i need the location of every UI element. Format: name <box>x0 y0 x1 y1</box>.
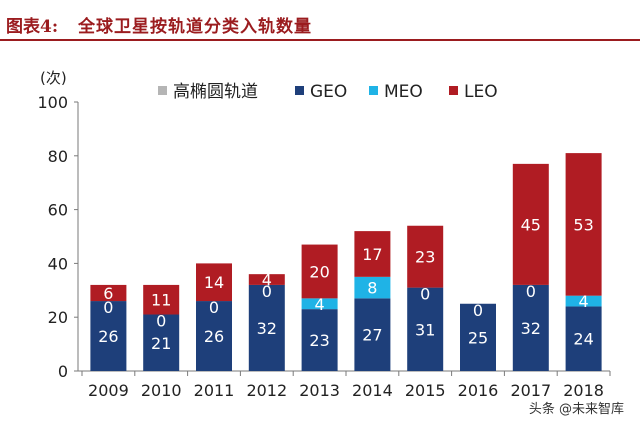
bar-segment-meo <box>354 276 391 299</box>
bar-segment-geo <box>565 306 602 371</box>
data-label-geo: 23 <box>309 331 329 350</box>
figure-header: 图表4: 全球卫星按轨道分类入轨数量 <box>0 0 640 41</box>
data-label-geo: 24 <box>573 330 593 349</box>
x-tick-label: 2014 <box>352 381 393 400</box>
legend-label-geo: GEO <box>310 82 347 102</box>
bar-segment-geo <box>354 298 391 371</box>
data-label-meo: 0 <box>262 282 272 301</box>
x-tick-label: 2011 <box>194 381 235 400</box>
figure-title: 全球卫星按轨道分类入轨数量 <box>78 17 312 37</box>
data-label-meo: 8 <box>367 279 377 298</box>
data-label-leo: 17 <box>362 245 382 264</box>
legend-swatch-leo <box>449 86 458 95</box>
bar-segment-geo <box>512 284 549 371</box>
legend-swatch-geo <box>295 86 304 95</box>
bar-segment-geo <box>196 301 232 371</box>
y-tick-label: 40 <box>48 254 68 273</box>
bar-segment-leo <box>354 231 391 277</box>
bar-segment-meo <box>301 298 338 310</box>
data-label-meo: 0 <box>473 301 483 320</box>
bar-segment-geo <box>407 287 444 371</box>
y-tick-label: 20 <box>48 308 68 327</box>
data-label-geo: 26 <box>98 327 118 346</box>
bar-segment-leo <box>407 225 444 288</box>
data-label-geo: 26 <box>204 327 224 346</box>
y-tick-label: 60 <box>48 201 68 220</box>
figure-label: 图表4: <box>6 17 59 37</box>
data-label-meo: 0 <box>156 312 166 331</box>
data-label-leo: 6 <box>103 284 113 303</box>
legend-label-heo: 高椭圆轨道 <box>173 82 258 102</box>
bar-segment-leo <box>248 274 285 285</box>
data-label-leo: 20 <box>309 262 329 281</box>
legend-label-leo: LEO <box>464 82 498 102</box>
data-label-meo: 0 <box>420 285 430 304</box>
bar-segment-geo <box>248 284 285 371</box>
y-tick-label: 100 <box>37 93 68 112</box>
bar-segment-meo <box>565 295 602 307</box>
x-tick-label: 2013 <box>299 381 340 400</box>
x-tick-label: 2012 <box>246 381 287 400</box>
bar-segment-geo <box>460 303 496 371</box>
x-tick-label: 2018 <box>563 381 604 400</box>
data-label-meo: 0 <box>209 298 219 317</box>
x-tick-label: 2017 <box>510 381 551 400</box>
x-tick-label: 2015 <box>405 381 446 400</box>
data-label-leo: 45 <box>521 215 541 234</box>
data-label-leo: 53 <box>573 215 593 234</box>
watermark: 头条 @未来智库 <box>524 397 628 418</box>
data-label-leo: 14 <box>204 273 224 292</box>
x-tick-label: 2009 <box>88 381 129 400</box>
legend-label-meo: MEO <box>384 82 423 102</box>
data-label-meo: 0 <box>526 282 536 301</box>
data-label-leo: 4 <box>262 271 272 290</box>
bar-segment-leo <box>90 284 127 302</box>
legend-swatch-meo <box>369 86 378 95</box>
bar-segment-geo <box>90 301 127 371</box>
data-label-geo: 21 <box>151 334 171 353</box>
y-axis-unit-label: (次) <box>40 69 67 87</box>
data-label-meo: 4 <box>579 292 589 311</box>
bar-segment-geo <box>143 314 180 371</box>
y-tick-label: 0 <box>58 362 68 381</box>
bar-segment-leo <box>512 163 549 285</box>
bar-segment-leo <box>143 284 180 315</box>
data-label-geo: 25 <box>468 328 488 347</box>
bar-segment-leo <box>196 263 232 302</box>
bar-segment-leo <box>301 244 338 299</box>
legend-swatch-heo <box>158 86 167 95</box>
data-label-leo: 11 <box>151 291 171 310</box>
header-divider <box>0 39 640 41</box>
x-tick-label: 2010 <box>141 381 182 400</box>
data-label-geo: 31 <box>415 320 435 339</box>
data-label-meo: 0 <box>103 298 113 317</box>
data-label-meo: 4 <box>315 295 325 314</box>
y-tick-label: 80 <box>48 147 68 166</box>
bar-segment-leo <box>565 153 602 296</box>
bar-segment-geo <box>301 309 338 371</box>
data-label-leo: 23 <box>415 248 435 267</box>
data-label-geo: 27 <box>362 326 382 345</box>
x-tick-label: 2016 <box>458 381 499 400</box>
data-label-geo: 32 <box>257 319 277 338</box>
data-label-geo: 32 <box>521 319 541 338</box>
